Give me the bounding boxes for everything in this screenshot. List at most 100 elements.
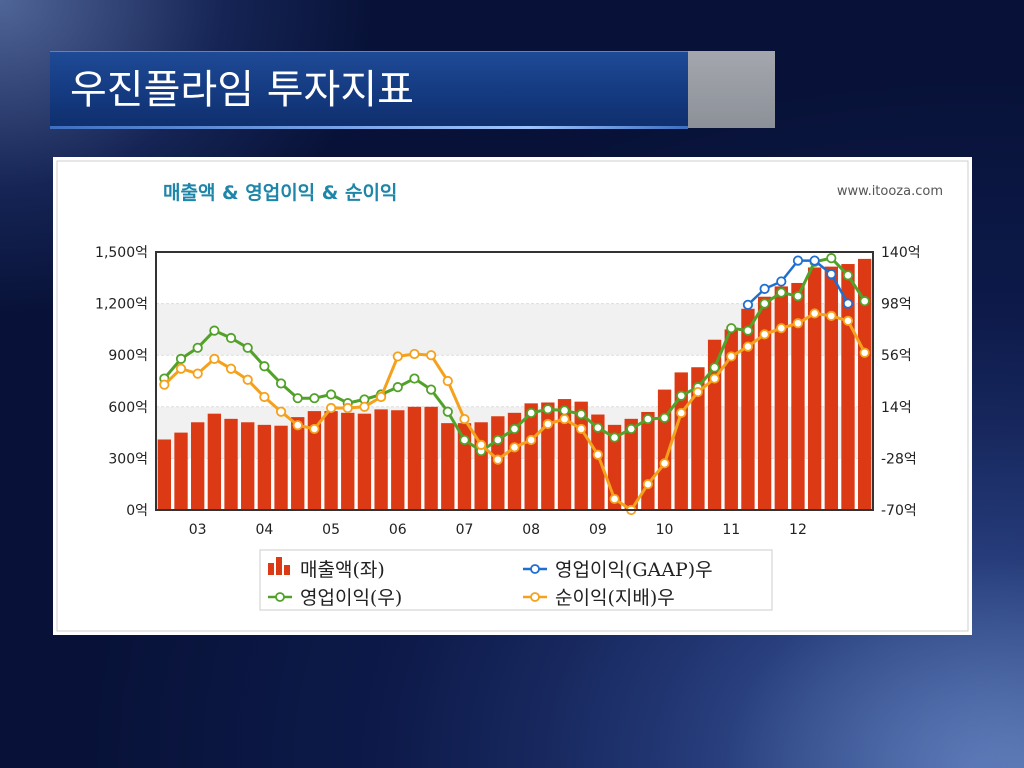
y-left-tick-label: 300억 [108,451,148,467]
series-point [659,412,670,423]
revenue-bar [641,411,655,510]
series-point [742,299,754,310]
series-point [659,458,670,469]
revenue-bar [257,424,272,510]
y-right-tick-label: 56억 [881,348,912,364]
y-left-tick-label: 600억 [108,400,148,416]
series-point [842,298,854,309]
x-tick-label: 12 [789,522,807,538]
title-underline [50,126,688,129]
series-point [576,409,587,420]
series-point [442,406,453,417]
series-point [209,325,220,336]
series-point [742,325,754,336]
revenue-bar [741,308,755,510]
chart-axes: 0억 300억 600억 900억 1,200억 1,500억 -70억 -28억 14억 56억… [95,245,921,538]
series-point [409,348,420,360]
series-point [309,393,320,404]
series-point [859,296,870,307]
series-point [325,389,337,400]
legend-bar-icon [276,557,282,575]
series-point [676,390,687,401]
series-point [826,253,837,264]
revenue-bar [507,412,522,510]
series-point [592,449,603,460]
series-point [225,332,237,344]
series-point [409,373,420,384]
chart-frame: 매출액 & 영업이익 & 순이익 www.itooza.com 0억 300억 60… [53,157,972,635]
x-tick-label: 04 [255,522,273,538]
series-point [492,434,503,446]
revenue-bar [441,423,455,510]
series-point [559,413,570,425]
revenue-bar [241,422,255,510]
y-right-tick-label: 140억 [881,245,921,261]
y-left-tick-label: 1,200억 [95,297,148,313]
legend-bar-icon [284,565,290,575]
series-point [492,454,503,465]
series-point [709,373,720,384]
series-point [726,323,737,334]
series-point [392,351,403,362]
revenue-bar [624,418,638,510]
series-point [275,378,287,389]
series-point [776,276,787,287]
series-point [242,342,253,353]
series-point [192,342,203,353]
series-point [759,298,770,309]
series-point [459,434,470,446]
x-tick-label: 07 [456,522,474,538]
series-point [692,386,704,398]
x-tick-label: 11 [722,522,740,538]
legend-line-icon [530,564,540,574]
series-point [759,329,770,340]
y-left-tick-label: 0억 [126,503,148,519]
revenue-bar [207,413,222,510]
series-point [225,363,237,374]
revenue-bar [157,439,172,510]
series-point [592,422,603,433]
revenue-bar [524,403,538,510]
series-point [742,341,754,352]
revenue-bar [691,367,705,510]
legend-box [259,549,773,611]
legend-line-icon [275,592,285,602]
series-point [726,351,737,362]
revenue-bar [374,409,388,510]
series-point [292,393,303,404]
profit-lines [159,253,870,516]
series-point [642,413,653,425]
revenue-bar [541,402,555,510]
series-point [292,420,303,431]
series-point [809,255,820,266]
revenue-bar [224,418,238,510]
series-point [259,391,270,403]
series-point [526,434,537,446]
revenue-bar [341,412,355,510]
series-point [192,368,203,379]
series-point [442,375,453,387]
series-point [209,353,220,364]
series-point [759,283,770,294]
series-point [776,287,787,298]
revenue-bar [824,266,838,510]
revenue-bar [407,406,422,510]
series-point [309,423,320,435]
revenue-bar [391,410,405,510]
revenue-bar [591,414,605,510]
series-point [676,407,687,419]
revenue-bar [557,399,572,510]
legend-line-icon [530,592,540,602]
series-point [842,270,854,281]
revenue-bar [324,411,338,510]
series-point [426,350,437,361]
series-point [792,255,804,266]
series-point [392,382,403,393]
revenue-bar [291,417,305,510]
revenue-bar [357,413,372,510]
series-point [509,442,520,453]
y-right-tick-label: -28억 [881,451,917,467]
series-point [325,402,337,414]
legend-bar-icon [268,563,274,575]
